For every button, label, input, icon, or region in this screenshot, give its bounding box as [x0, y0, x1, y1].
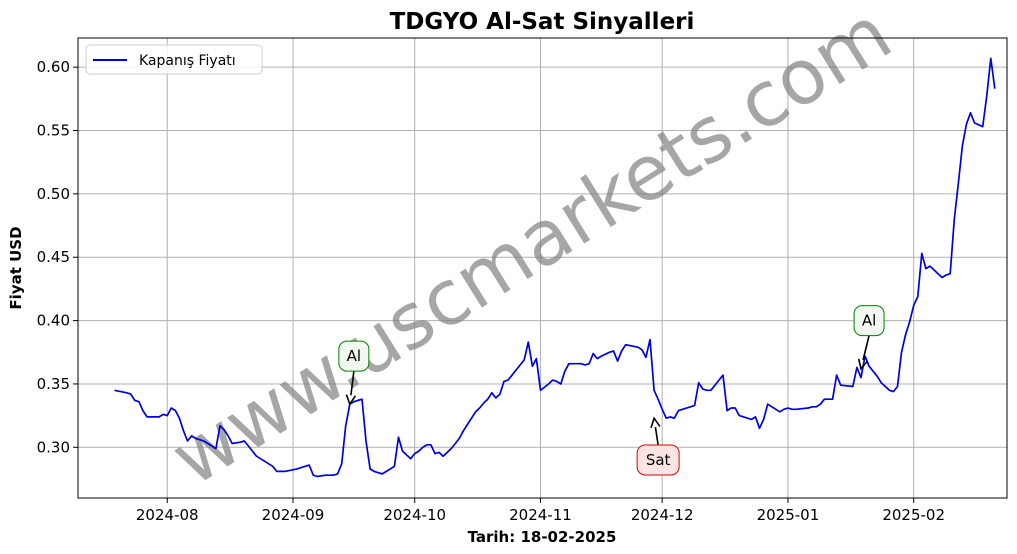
annotation-arrowhead: [857, 358, 869, 371]
legend: Kapanış Fiyatı: [85, 44, 263, 75]
annotation-arrow: [862, 335, 870, 361]
y-axis-ticks: 0.30 0.35 0.40 0.45 0.50 0.55 0.60: [37, 58, 78, 456]
series-layer: [114, 57, 996, 478]
x-axis-label: Tarih: 18-02-2025: [468, 528, 617, 546]
sell-signal-box: [636, 444, 680, 476]
chart-title: TDGYO Al-Sat Sinyalleri: [390, 9, 695, 35]
x-tick-label: 2024-10: [383, 506, 446, 524]
series-line: [114, 57, 996, 478]
watermark: www.uscmarkets.com: [156, 0, 906, 503]
x-tick-label: 2024-12: [631, 506, 694, 524]
x-axis-ticks: 2024-08 2024-09 2024-10 2024-11 2024-12 2025-…: [136, 498, 945, 524]
y-tick-label: 0.55: [37, 122, 70, 140]
buy-signal-box: [338, 340, 370, 372]
grid: [78, 38, 1007, 498]
annotations: Al Sat Al: [338, 305, 885, 476]
x-tick-label: 2024-08: [136, 506, 199, 524]
annotation-arrow: [350, 370, 355, 396]
x-tick-label: 2025-02: [882, 506, 945, 524]
annotation-arrowhead: [345, 394, 357, 406]
y-tick-label: 0.60: [37, 58, 70, 76]
buy-signal-label: Al: [862, 312, 876, 330]
x-tick-label: 2024-11: [509, 506, 572, 524]
y-tick-label: 0.30: [37, 438, 70, 456]
sell-signal-label: Sat: [646, 451, 671, 469]
buy-signal-label: Al: [347, 347, 361, 365]
buy-signal-box: [853, 305, 885, 337]
legend-box: [85, 44, 263, 75]
y-axis-label: Fiyat USD: [7, 226, 25, 309]
y-tick-label: 0.40: [37, 312, 70, 330]
x-tick-label: 2025-01: [757, 506, 820, 524]
y-tick-label: 0.50: [37, 185, 70, 203]
y-tick-label: 0.45: [37, 248, 70, 266]
legend-label: Kapanış Fiyatı: [139, 53, 236, 69]
annotation-arrowhead: [650, 416, 661, 428]
plot-frame: [77, 37, 1008, 499]
x-tick-label: 2024-09: [262, 506, 325, 524]
y-tick-label: 0.35: [37, 375, 70, 393]
annotation-arrow: [654, 426, 659, 446]
